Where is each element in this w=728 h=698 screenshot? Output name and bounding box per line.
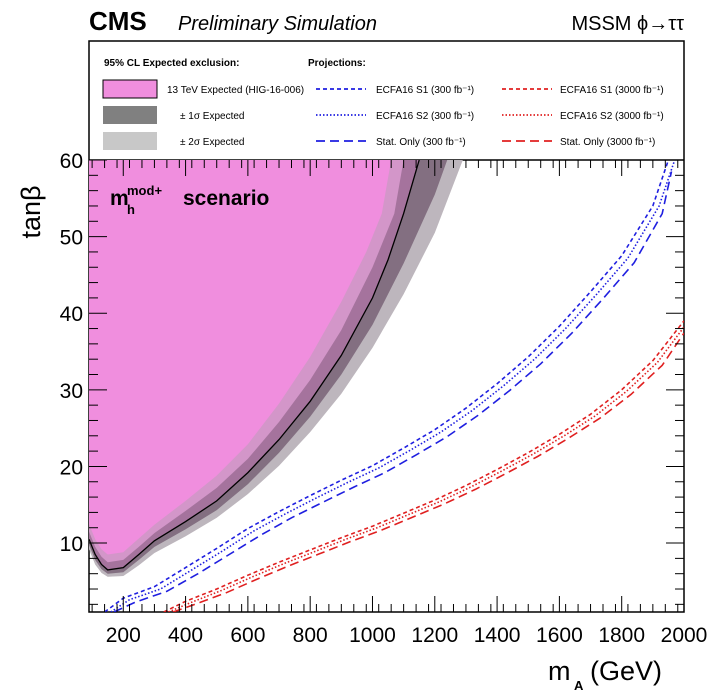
proj-stat-3000: [172, 332, 684, 612]
x-tick-label: 1400: [474, 624, 521, 647]
legend-swatch-1sigma: [103, 106, 157, 124]
x-tick-label: 600: [230, 624, 265, 647]
process-label: MSSM ϕ→ττ: [571, 13, 684, 35]
x-tick-label: 1000: [349, 624, 396, 647]
legend-label-s2-300: ECFA16 S2 (300 fb⁻¹): [376, 111, 474, 122]
proj-s2-3000: [168, 326, 684, 612]
legend-label-s1-300: ECFA16 S1 (300 fb⁻¹): [376, 85, 474, 96]
band-1sigma-overlay: [89, 160, 448, 574]
y-tick-label: 30: [60, 380, 83, 403]
x-axis-title-sub: A: [574, 678, 584, 693]
legend-right-header: Projections:: [308, 58, 366, 69]
legend-label-stat-3000: Stat. Only (3000 fb⁻¹): [560, 137, 655, 148]
legend-label-stat-300: Stat. Only (300 fb⁻¹): [376, 137, 466, 148]
excluded-region: [89, 160, 420, 570]
x-axis-title: m A (GeV): [548, 656, 662, 693]
proj-s1-300: [104, 160, 670, 612]
scenario-sub: h: [127, 202, 135, 217]
scenario-m: m: [110, 187, 129, 210]
y-tick-label: 10: [60, 533, 83, 556]
legend-label-expected: 13 TeV Expected (HIG-16-006): [167, 85, 304, 96]
legend-label-1sigma: ± 1σ Expected: [180, 111, 244, 122]
legend-label-s2-3000: ECFA16 S2 (3000 fb⁻¹): [560, 111, 664, 122]
plot-area: [89, 160, 684, 612]
proj-s2-300: [110, 160, 676, 612]
scenario-label: m mod+ h scenario: [110, 183, 269, 217]
cms-label: CMS: [89, 6, 147, 36]
y-tick-label: 50: [60, 227, 83, 250]
legend-swatch-2sigma: [103, 132, 157, 150]
legend-swatch-expected: [102, 79, 158, 99]
x-tick-label: 800: [293, 624, 328, 647]
legend-label-2sigma: ± 2σ Expected: [180, 137, 244, 148]
scenario-text: scenario: [183, 187, 269, 210]
y-tick-label: 20: [60, 456, 83, 479]
y-tick-label: 40: [60, 303, 83, 326]
x-tick-label: 1200: [411, 624, 458, 647]
legend-label-s1-3000: ECFA16 S1 (3000 fb⁻¹): [560, 85, 664, 96]
preliminary-label: Preliminary Simulation: [178, 13, 377, 35]
legend: 95% CL Expected exclusion: Projections: …: [102, 58, 664, 150]
scenario-sup: mod+: [127, 183, 162, 198]
band-1sigma: [89, 160, 448, 574]
x-axis-title-main: m: [548, 656, 571, 686]
x-tick-label: 200: [106, 624, 141, 647]
proj-s1-3000: [163, 320, 684, 612]
proj-stat-300: [113, 171, 673, 612]
band-2sigma-overlay: [89, 160, 463, 577]
x-tick-label: 1800: [598, 624, 645, 647]
legend-left-header: 95% CL Expected exclusion:: [104, 58, 239, 69]
x-tick-label: 2000: [661, 624, 708, 647]
expected-line: [89, 160, 420, 571]
y-tick-label: 60: [60, 150, 83, 173]
axis-ticks: 200 400 600 800 1000 1200 1400 1600 1800 2000 10 20…: [60, 150, 708, 647]
x-tick-label: 1600: [536, 624, 583, 647]
x-tick-label: 400: [168, 624, 203, 647]
y-axis-title: tanβ: [16, 185, 46, 238]
x-axis-title-unit: (GeV): [590, 656, 662, 686]
